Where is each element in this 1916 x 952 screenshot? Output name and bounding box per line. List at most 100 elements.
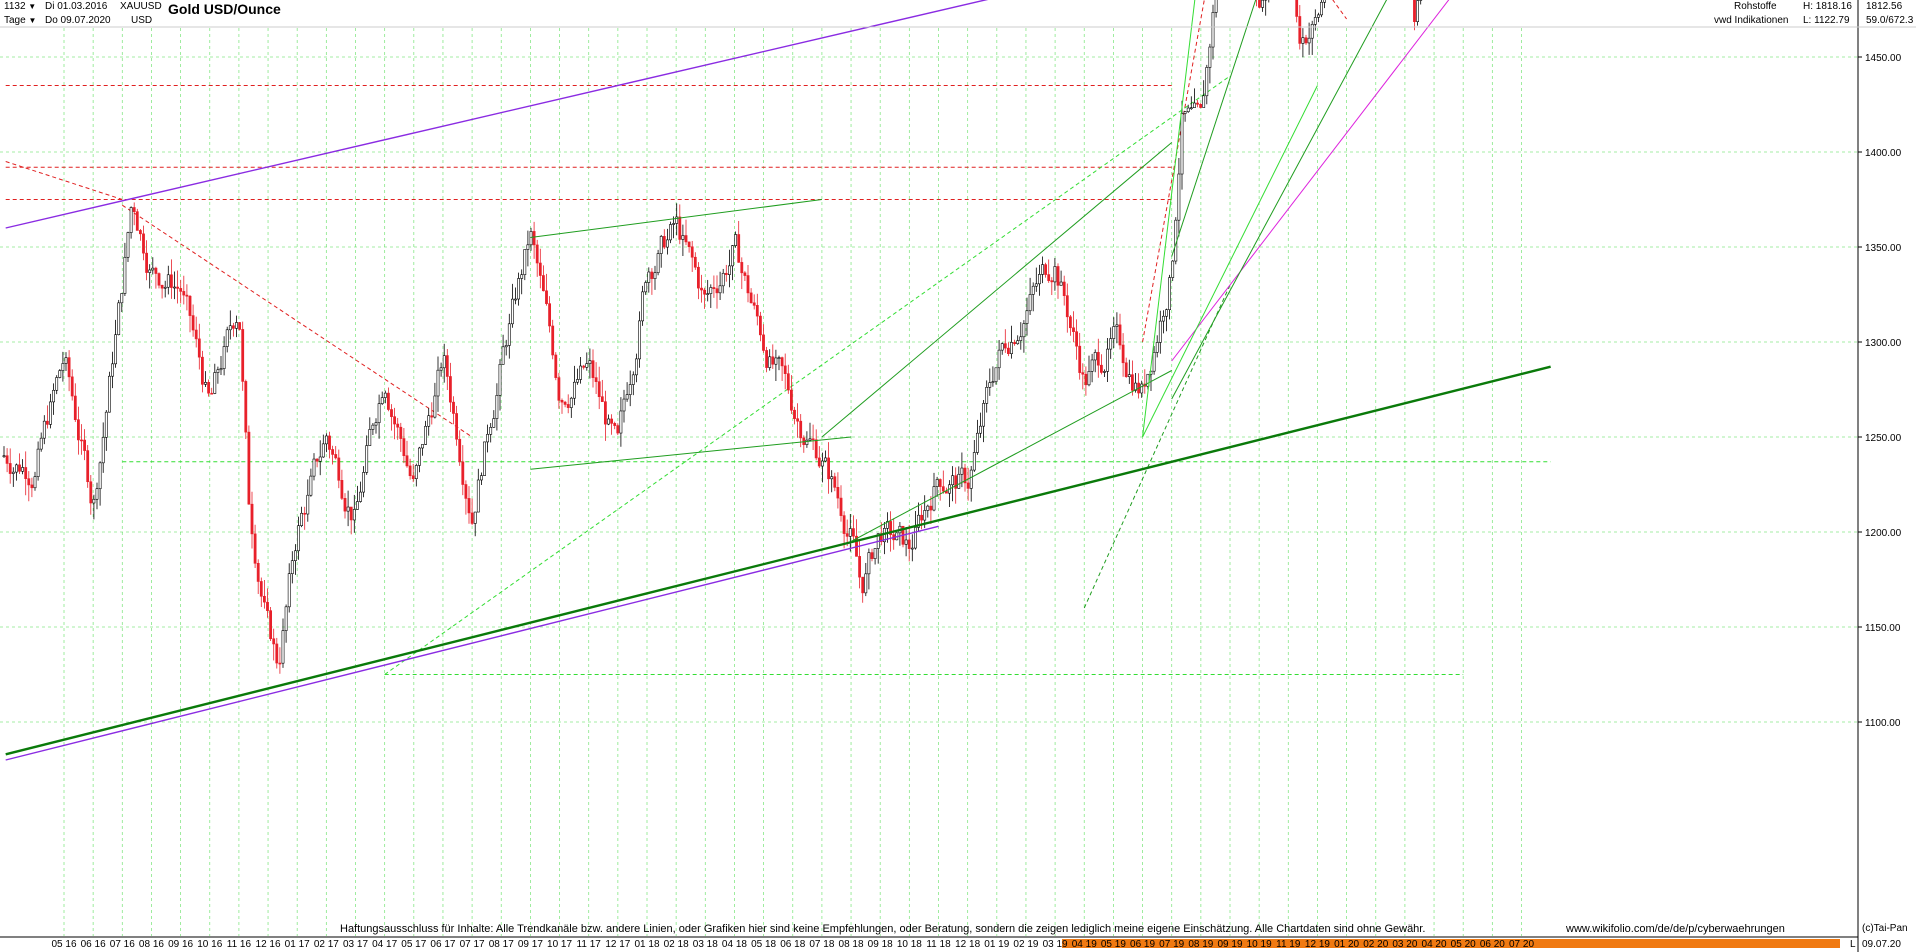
candle-body <box>731 245 734 267</box>
candle-body <box>762 334 765 351</box>
candle-body <box>448 376 452 403</box>
candle-body <box>365 445 369 473</box>
candle-body <box>11 471 15 474</box>
candle-body <box>414 465 418 479</box>
x-tick-label: 05 17 <box>401 939 426 950</box>
candle-body <box>1177 173 1181 221</box>
candle-body <box>777 357 781 359</box>
candle-body <box>461 461 465 485</box>
candle-body <box>324 435 328 445</box>
candle-body <box>293 550 297 561</box>
candle-body <box>241 329 245 382</box>
candle-body <box>371 424 375 430</box>
candle-body <box>36 448 40 477</box>
candle-body <box>331 449 335 455</box>
candle-body <box>765 350 769 368</box>
candle-body <box>808 438 812 441</box>
candle-body <box>941 486 945 492</box>
candle-body <box>55 377 59 391</box>
candle-body <box>1301 37 1305 44</box>
y-tick-label: 1300.00 <box>1865 338 1902 349</box>
x-tick-label: 08 18 <box>839 939 864 950</box>
candle-body <box>529 231 533 246</box>
log-scale-marker: L <box>1850 939 1856 950</box>
candle-body <box>300 512 304 526</box>
candle-body <box>8 463 12 474</box>
candle-body <box>932 486 936 511</box>
candle-body <box>607 418 610 425</box>
candle-body <box>588 360 592 364</box>
candle-body <box>591 360 595 378</box>
candle-body <box>197 338 201 358</box>
x-tick-label: 02 18 <box>664 939 689 950</box>
candle-body <box>535 244 539 264</box>
candle-body <box>678 216 682 240</box>
candle-body <box>498 364 502 396</box>
candle-body <box>1087 371 1091 386</box>
candle-body <box>411 475 415 479</box>
candle-body <box>1078 345 1082 373</box>
candle-body <box>982 403 986 427</box>
candle-body <box>117 302 121 336</box>
candle-body <box>1208 46 1212 68</box>
disclaimer: Haftungsausschluss für Inhalte: Alle Tre… <box>340 923 1426 935</box>
x-tick-label: 05 18 <box>751 939 776 950</box>
candle-body <box>889 521 893 535</box>
candle-body <box>644 282 648 293</box>
candle-body <box>207 382 211 394</box>
candle-body <box>504 345 508 348</box>
last-value: 1812.56 <box>1866 1 1903 12</box>
candle-body <box>600 396 604 402</box>
candle-body <box>700 287 703 291</box>
candle-body <box>151 267 155 271</box>
x-tick-label: 07 19 <box>1159 939 1184 950</box>
candle-body <box>73 395 77 421</box>
candle-body <box>39 437 43 450</box>
x-tick-label: 10 17 <box>547 939 572 950</box>
candles <box>2 0 1423 674</box>
candle-body <box>647 271 651 283</box>
candle-body <box>111 363 114 377</box>
candle-body <box>464 484 468 499</box>
candle-body <box>966 482 970 489</box>
trend-line <box>1171 0 1257 257</box>
candle-body <box>926 505 930 511</box>
candle-body <box>163 286 167 289</box>
candle-body <box>1028 294 1032 312</box>
candle-body <box>98 462 102 490</box>
instrument-selector[interactable]: 1132 ▼ <box>4 1 36 13</box>
candle-body <box>235 322 238 329</box>
candle-body <box>669 224 672 241</box>
candle-body <box>523 249 527 276</box>
candle-body <box>1158 320 1162 343</box>
candle-body <box>517 278 521 300</box>
trend-line <box>1171 0 1450 362</box>
candle-body <box>786 373 790 391</box>
x-tick-label: 08 16 <box>139 939 164 950</box>
candle-body <box>1214 0 1218 13</box>
x-tick-label: 06 19 <box>1130 939 1155 950</box>
period-selector[interactable]: Tage ▼ <box>4 15 36 27</box>
x-tick-label: 04 19 <box>1072 939 1097 950</box>
candle-body <box>1047 274 1051 281</box>
wikifolio-link[interactable]: www.wikifolio.com/de/de/p/cyberwaehrunge… <box>1566 923 1785 935</box>
x-tick-label: 11 17 <box>577 939 602 950</box>
candle-body <box>805 439 809 445</box>
candle-body <box>272 638 276 645</box>
candle-body <box>368 429 372 446</box>
candle-body <box>399 426 403 439</box>
candle-body <box>935 479 939 487</box>
candle-body <box>969 469 973 489</box>
candle-body <box>380 397 384 404</box>
candle-body <box>988 382 992 388</box>
candle-body <box>386 392 390 410</box>
x-tick-label: 09 16 <box>168 939 193 950</box>
trend-line <box>530 436 852 470</box>
candle-body <box>1041 264 1044 275</box>
candle-body <box>690 246 694 258</box>
candle-body <box>917 514 920 528</box>
candle-body <box>613 423 617 426</box>
candle-body <box>510 298 514 325</box>
x-tick-label: 03 17 <box>343 939 368 950</box>
candle-body <box>749 292 753 304</box>
